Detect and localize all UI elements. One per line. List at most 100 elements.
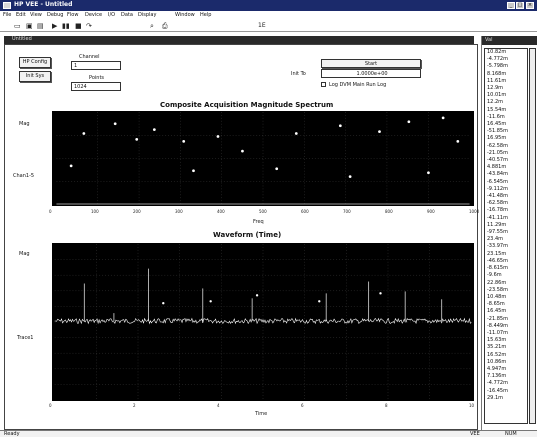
value-row[interactable]: -4.772m bbox=[487, 380, 508, 387]
value-row[interactable]: 16.95m bbox=[487, 135, 507, 142]
menu-display[interactable]: Display bbox=[138, 12, 157, 18]
value-row[interactable]: -6.545m bbox=[487, 178, 508, 185]
menu-io[interactable]: I/O bbox=[108, 12, 116, 18]
menu-flow[interactable]: Flow bbox=[67, 12, 79, 18]
open-icon[interactable]: ▣ bbox=[26, 22, 33, 30]
value-row[interactable]: 22.86m bbox=[487, 279, 507, 286]
status-bar: Ready VEE NUM bbox=[0, 430, 537, 437]
log-run-checkbox[interactable] bbox=[321, 82, 326, 87]
value-row[interactable]: -8.65m bbox=[487, 301, 505, 308]
value-row[interactable]: -97.55m bbox=[487, 229, 508, 236]
points-field[interactable]: 1024 bbox=[71, 82, 121, 91]
value-row[interactable]: 15.54m bbox=[487, 106, 507, 113]
value-row[interactable]: -62.58m bbox=[487, 200, 508, 207]
value-row[interactable]: 11.29m bbox=[487, 221, 507, 228]
time-point bbox=[318, 300, 321, 303]
value-row[interactable]: 10.01m bbox=[487, 92, 507, 99]
maximize-icon[interactable]: □ bbox=[516, 2, 524, 9]
close-icon[interactable]: × bbox=[526, 2, 534, 9]
value-row[interactable]: -62.58m bbox=[487, 142, 508, 149]
print-icon[interactable]: ⎙ bbox=[162, 22, 168, 30]
time-plot[interactable] bbox=[52, 243, 474, 401]
menu-debug[interactable]: Debug bbox=[47, 12, 64, 18]
x-tick-label: 0 bbox=[49, 209, 52, 214]
init-to-field[interactable]: 1.0000e+00 bbox=[321, 69, 421, 78]
points-label: Points bbox=[89, 75, 105, 81]
start-button[interactable]: Start bbox=[321, 59, 421, 68]
value-row[interactable]: 10.48m bbox=[487, 293, 507, 300]
spectrum-point bbox=[182, 139, 186, 143]
value-row[interactable]: -21.85m bbox=[487, 315, 508, 322]
value-row[interactable]: 4.881m bbox=[487, 164, 507, 171]
value-row[interactable]: -8.449m bbox=[487, 322, 508, 329]
value-row[interactable]: -41.48m bbox=[487, 193, 508, 200]
value-row[interactable]: -9.6m bbox=[487, 272, 502, 279]
value-row[interactable]: 16.52m bbox=[487, 351, 507, 358]
value-row[interactable]: 10.86m bbox=[487, 358, 507, 365]
time-point bbox=[379, 292, 382, 295]
zoom-icon[interactable]: ⌕ bbox=[150, 22, 154, 30]
menu-file[interactable]: File bbox=[3, 12, 12, 18]
menu-device[interactable]: Device bbox=[85, 12, 103, 18]
value-row[interactable]: 16.45m bbox=[487, 121, 507, 128]
values-panel: Val 10.82m -4.772m -5.798m 8.168m 11.61m 12.9… bbox=[481, 36, 537, 430]
menu-data[interactable]: Data bbox=[121, 12, 133, 18]
value-row[interactable]: 12.9m bbox=[487, 85, 504, 92]
value-row[interactable]: -21.05m bbox=[487, 149, 508, 156]
menu-help[interactable]: Help bbox=[200, 12, 212, 18]
hp-config-button[interactable]: HP Config bbox=[19, 57, 51, 68]
menu-bar: File Edit View Debug Flow Device I/O Dat… bbox=[0, 11, 537, 20]
time-x-axis-label: Time bbox=[255, 411, 268, 417]
value-row[interactable]: -40.57m bbox=[487, 157, 508, 164]
channel-field[interactable]: 1 bbox=[71, 61, 121, 70]
run-icon[interactable]: ▶ bbox=[52, 22, 58, 30]
value-row[interactable]: -11.07m bbox=[487, 329, 508, 336]
x-tick-label: 10 bbox=[469, 403, 475, 408]
value-row[interactable]: 23.15m bbox=[487, 250, 507, 257]
spectrum-plot[interactable] bbox=[52, 111, 474, 206]
value-row[interactable]: -43.84m bbox=[487, 171, 508, 178]
value-row[interactable]: 15.63m bbox=[487, 337, 507, 344]
x-tick-label: 0 bbox=[49, 403, 52, 408]
x-tick-label: 6 bbox=[301, 403, 304, 408]
value-row[interactable]: 7.136m bbox=[487, 373, 507, 380]
spectrum-point bbox=[192, 169, 195, 173]
value-row[interactable]: 8.168m bbox=[487, 70, 507, 77]
stop-icon[interactable]: ■ bbox=[75, 22, 82, 30]
x-tick-label: 800 bbox=[385, 209, 393, 214]
value-row[interactable]: -4.772m bbox=[487, 56, 508, 63]
document-window: HP Config Init Sys Channel 1 Points 1024… bbox=[4, 44, 479, 430]
value-row[interactable]: -23.58m bbox=[487, 286, 508, 293]
value-row[interactable]: 16.45m bbox=[487, 308, 507, 315]
minimize-icon[interactable]: _ bbox=[507, 2, 515, 9]
value-row[interactable]: -11.6m bbox=[487, 113, 505, 120]
new-icon[interactable]: ▭ bbox=[14, 22, 21, 30]
value-row[interactable]: 29.1m bbox=[487, 394, 504, 401]
value-row[interactable]: 35.21m bbox=[487, 344, 507, 351]
value-row[interactable]: 12.2m bbox=[487, 99, 504, 106]
x-tick-label: 200 bbox=[133, 209, 141, 214]
pause-icon[interactable]: ▮▮ bbox=[62, 22, 70, 30]
value-row[interactable]: -51.85m bbox=[487, 128, 508, 135]
init-system-button[interactable]: Init Sys bbox=[19, 71, 51, 82]
menu-window[interactable]: Window bbox=[175, 12, 195, 18]
value-row[interactable]: -33.97m bbox=[487, 243, 508, 250]
save-icon[interactable]: ▤ bbox=[37, 22, 44, 30]
value-row[interactable]: 4.947m bbox=[487, 365, 507, 372]
value-row[interactable]: -16.45m bbox=[487, 387, 508, 394]
value-row[interactable]: -8.615m bbox=[487, 265, 508, 272]
value-row[interactable]: -46.65m bbox=[487, 257, 508, 264]
menu-edit[interactable]: Edit bbox=[16, 12, 26, 18]
value-row[interactable]: -41.11m bbox=[487, 214, 508, 221]
values-panel-title: Val bbox=[482, 36, 537, 45]
value-row[interactable]: 11.61m bbox=[487, 77, 507, 84]
menu-view[interactable]: View bbox=[30, 12, 42, 18]
value-row[interactable]: 10.82m bbox=[487, 49, 507, 55]
value-row[interactable]: 23.4m bbox=[487, 236, 504, 243]
step-icon[interactable]: ↷ bbox=[86, 22, 92, 30]
values-listbox[interactable]: 10.82m -4.772m -5.798m 8.168m 11.61m 12.9m 10.… bbox=[484, 48, 528, 424]
value-row[interactable]: -5.798m bbox=[487, 63, 508, 70]
value-row[interactable]: -16.78m bbox=[487, 207, 508, 214]
values-scrollbar[interactable] bbox=[529, 48, 536, 424]
value-row[interactable]: -9.112m bbox=[487, 185, 508, 192]
